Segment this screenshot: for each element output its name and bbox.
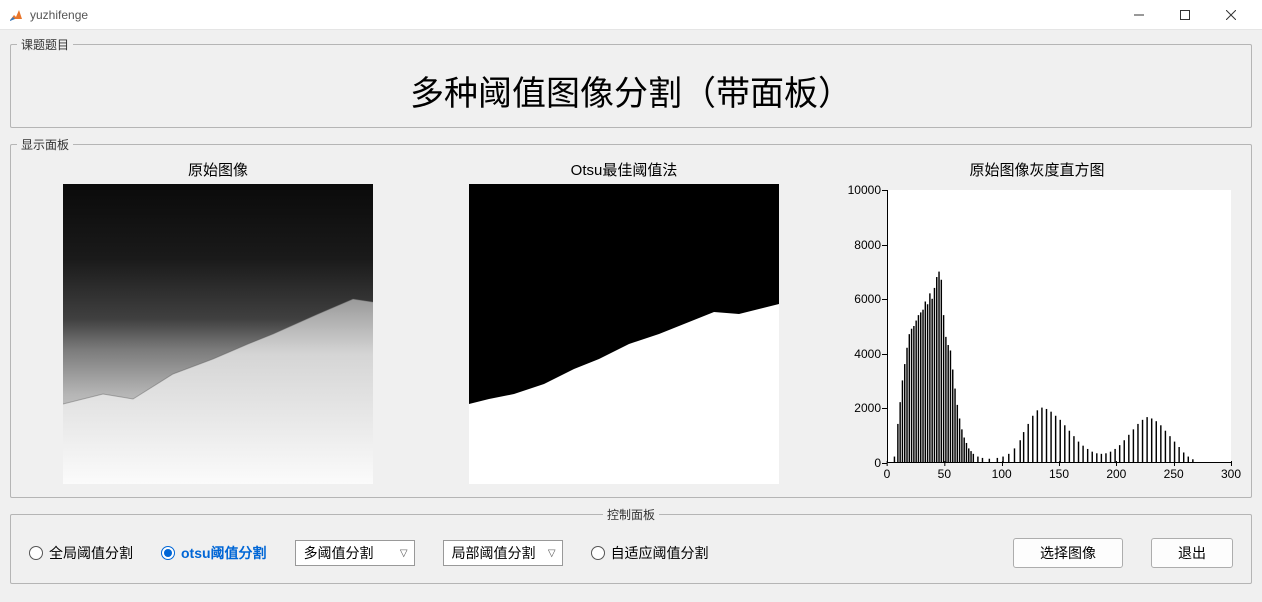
radio-icon <box>591 546 605 560</box>
control-group-legend: 控制面板 <box>603 506 659 523</box>
display-group: 显示面板 原始图像 <box>10 136 1252 498</box>
radio-global-label: 全局阈值分割 <box>49 543 133 563</box>
matlab-icon <box>8 7 24 23</box>
x-tick-label: 200 <box>1106 467 1126 481</box>
close-button[interactable] <box>1208 0 1254 30</box>
combo-local-value: 局部阈值分割 <box>452 543 536 563</box>
window-title: yuzhifenge <box>30 8 88 22</box>
combo-multi-value: 多阈值分割 <box>304 543 374 563</box>
control-group: 控制面板 全局阈值分割 otsu阈值分割 多阈值分割 ▽ 局部阈值分割 ▽ 自适… <box>10 506 1252 584</box>
panel-original: 原始图像 <box>25 159 411 487</box>
x-tick-label: 50 <box>938 467 951 481</box>
panel-otsu-title: Otsu最佳阈值法 <box>571 159 678 180</box>
x-tick-label: 250 <box>1164 467 1184 481</box>
title-group-legend: 课题题目 <box>17 36 73 53</box>
chevron-down-icon: ▽ <box>548 548 556 559</box>
radio-icon <box>29 546 43 560</box>
select-image-button[interactable]: 选择图像 <box>1013 538 1123 568</box>
radio-icon <box>161 546 175 560</box>
histogram-chart: 0200040006000800010000 05010015020025030… <box>837 184 1237 487</box>
exit-button[interactable]: 退出 <box>1151 538 1233 568</box>
otsu-image <box>469 184 779 484</box>
page-title: 多种阈值图像分割（带面板） <box>410 66 852 115</box>
panel-original-title: 原始图像 <box>188 159 248 180</box>
x-tick-label: 150 <box>1049 467 1069 481</box>
radio-adaptive-label: 自适应阈值分割 <box>611 543 709 563</box>
original-image <box>63 184 373 484</box>
panel-histogram: 原始图像灰度直方图 0 2000 4000 6000 8000 10000 0 50 100 1… <box>837 159 1237 487</box>
titlebar: yuzhifenge <box>0 0 1262 30</box>
y-tick-label: 2000 <box>854 401 881 415</box>
x-tick-label: 300 <box>1221 467 1241 481</box>
display-group-legend: 显示面板 <box>17 136 73 153</box>
maximize-button[interactable] <box>1162 0 1208 30</box>
radio-otsu-label: otsu阈值分割 <box>181 543 267 563</box>
y-tick-label: 8000 <box>854 238 881 252</box>
combo-multi-threshold[interactable]: 多阈值分割 ▽ <box>295 540 415 566</box>
x-tick-label: 0 <box>884 467 891 481</box>
radio-otsu[interactable]: otsu阈值分割 <box>161 543 267 563</box>
chevron-down-icon: ▽ <box>400 548 408 559</box>
x-tick-label: 100 <box>992 467 1012 481</box>
y-tick-label: 6000 <box>854 292 881 306</box>
minimize-button[interactable] <box>1116 0 1162 30</box>
title-group: 课题题目 多种阈值图像分割（带面板） <box>10 36 1252 128</box>
panel-hist-title: 原始图像灰度直方图 <box>969 159 1104 180</box>
radio-adaptive[interactable]: 自适应阈值分割 <box>591 543 709 563</box>
y-tick-label: 0 <box>874 456 881 470</box>
panel-otsu: Otsu最佳阈值法 <box>431 159 817 487</box>
radio-global[interactable]: 全局阈值分割 <box>29 543 133 563</box>
y-tick-label: 4000 <box>854 347 881 361</box>
y-tick-label: 10000 <box>848 183 881 197</box>
combo-local-threshold[interactable]: 局部阈值分割 ▽ <box>443 540 563 566</box>
